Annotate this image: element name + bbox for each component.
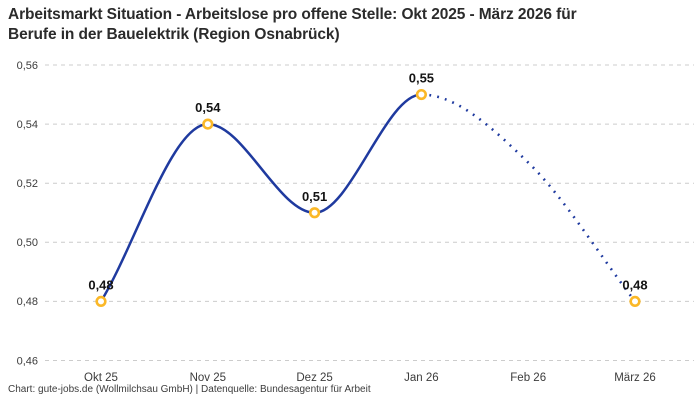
- data-point-label: 0,51: [302, 189, 327, 204]
- x-axis-tick-label: Feb 26: [510, 372, 546, 384]
- x-axis-tick-label: März 26: [614, 372, 656, 384]
- data-point-label: 0,48: [88, 277, 113, 292]
- data-point-label: 0,55: [409, 71, 434, 86]
- y-axis-tick-label: 0,48: [17, 296, 38, 308]
- data-point-marker: [629, 295, 641, 308]
- data-point-marker: [415, 88, 428, 101]
- y-axis-tick-label: 0,54: [17, 119, 38, 131]
- data-point-label: 0,54: [195, 100, 221, 115]
- chart-title: Arbeitsmarkt Situation - Arbeitslose pro…: [8, 5, 577, 44]
- y-axis-tick-label: 0,46: [17, 355, 38, 367]
- x-axis-tick-label: Nov 25: [190, 372, 226, 384]
- y-axis-tick-label: 0,50: [17, 237, 38, 249]
- data-point-marker: [309, 207, 321, 219]
- series-line-actual: [99, 93, 423, 303]
- series-line-forecast: [421, 93, 637, 303]
- y-axis-tick-label: 0,52: [17, 178, 38, 190]
- data-point-marker: [202, 118, 214, 130]
- data-point-marker: [95, 295, 107, 308]
- attribution-text: Chart: gute-jobs.de (Wollmilchsau GmbH) …: [8, 384, 371, 395]
- y-axis-tick-label: 0,56: [17, 60, 38, 72]
- data-point-label: 0,48: [622, 277, 647, 292]
- x-axis-tick-label: Okt 25: [84, 372, 118, 384]
- chart-title-line-1: Arbeitsmarkt Situation - Arbeitslose pro…: [8, 6, 577, 23]
- x-axis-tick-label: Jan 26: [404, 372, 439, 384]
- chart-title-line-2: Berufe in der Bauelektrik (Region Osnabr…: [8, 25, 340, 43]
- x-axis-tick-label: Dez 25: [296, 372, 332, 384]
